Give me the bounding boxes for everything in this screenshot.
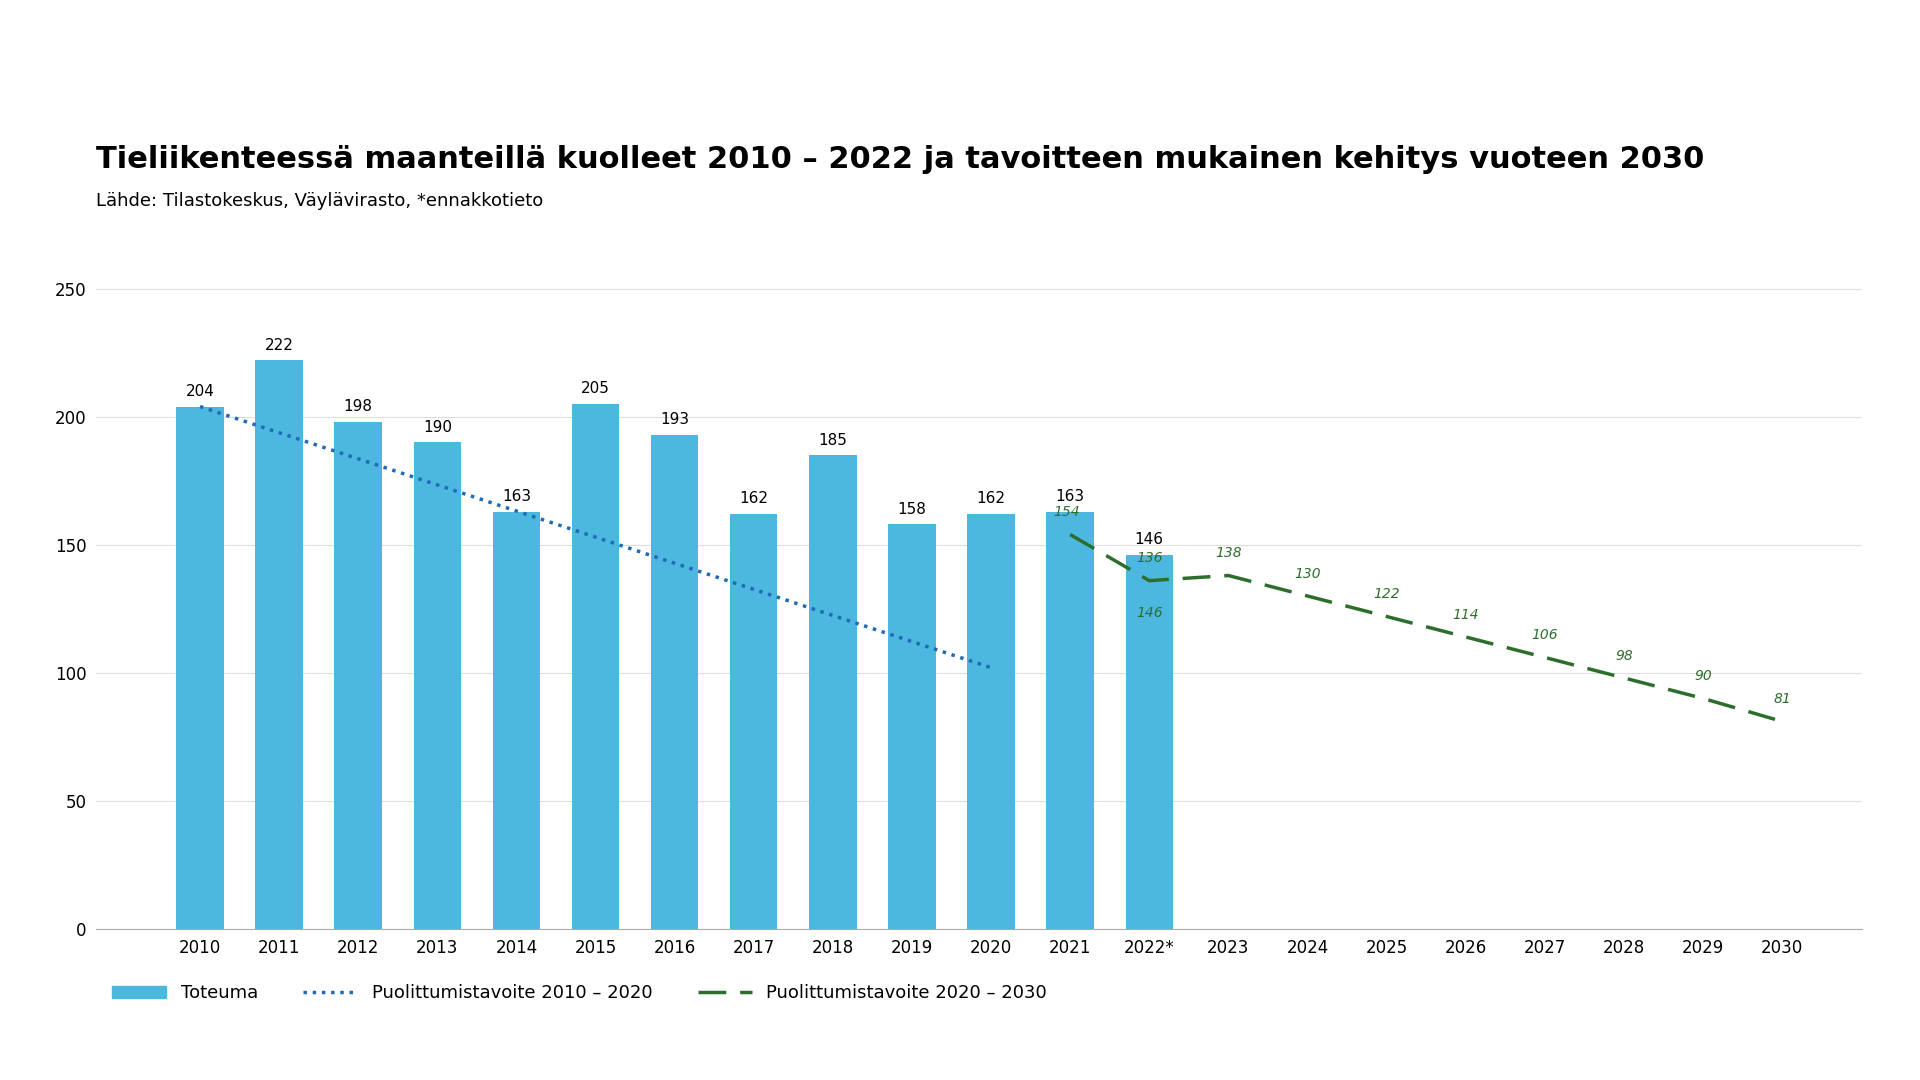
Bar [808,455,856,929]
Text: 136: 136 [1137,551,1164,565]
Text: 198: 198 [344,400,372,415]
Text: 106: 106 [1532,629,1559,643]
Text: 154: 154 [1052,505,1079,519]
Text: 122: 122 [1373,588,1400,602]
Bar [1125,555,1173,929]
Bar [889,524,935,929]
Text: 163: 163 [1056,489,1085,504]
Text: 162: 162 [977,491,1006,507]
Bar [255,361,303,929]
Bar [177,406,225,929]
Bar [730,514,778,929]
Text: Lähde: Tilastokeskus, Väylävirasto, *ennakkotieto: Lähde: Tilastokeskus, Väylävirasto, *enn… [96,192,543,210]
Text: 204: 204 [186,383,215,399]
Bar [968,514,1016,929]
Text: 146: 146 [1137,606,1164,620]
Text: 222: 222 [265,338,294,353]
Text: 98: 98 [1615,649,1632,662]
Bar [493,512,540,929]
Text: 81: 81 [1774,692,1791,706]
Text: 130: 130 [1294,567,1321,581]
Text: 190: 190 [422,420,451,435]
Text: 146: 146 [1135,532,1164,548]
Bar [1046,512,1094,929]
Text: 185: 185 [818,432,847,447]
Text: 90: 90 [1693,669,1713,683]
Bar [572,404,620,929]
Text: 205: 205 [582,381,611,396]
Bar [334,422,382,929]
Text: 162: 162 [739,491,768,507]
Text: 138: 138 [1215,546,1242,561]
Bar [413,443,461,929]
Text: 193: 193 [660,413,689,427]
Text: 158: 158 [897,501,925,516]
Text: 114: 114 [1452,608,1478,622]
Text: Tieliikenteessä maanteillä kuolleet 2010 – 2022 ja tavoitteen mukainen kehitys v: Tieliikenteessä maanteillä kuolleet 2010… [96,145,1705,174]
Bar [651,435,699,929]
Legend: Toteuma, Puolittumistavoite 2010 – 2020, Puolittumistavoite 2020 – 2030: Toteuma, Puolittumistavoite 2010 – 2020,… [106,977,1054,1010]
Text: 163: 163 [501,489,532,504]
